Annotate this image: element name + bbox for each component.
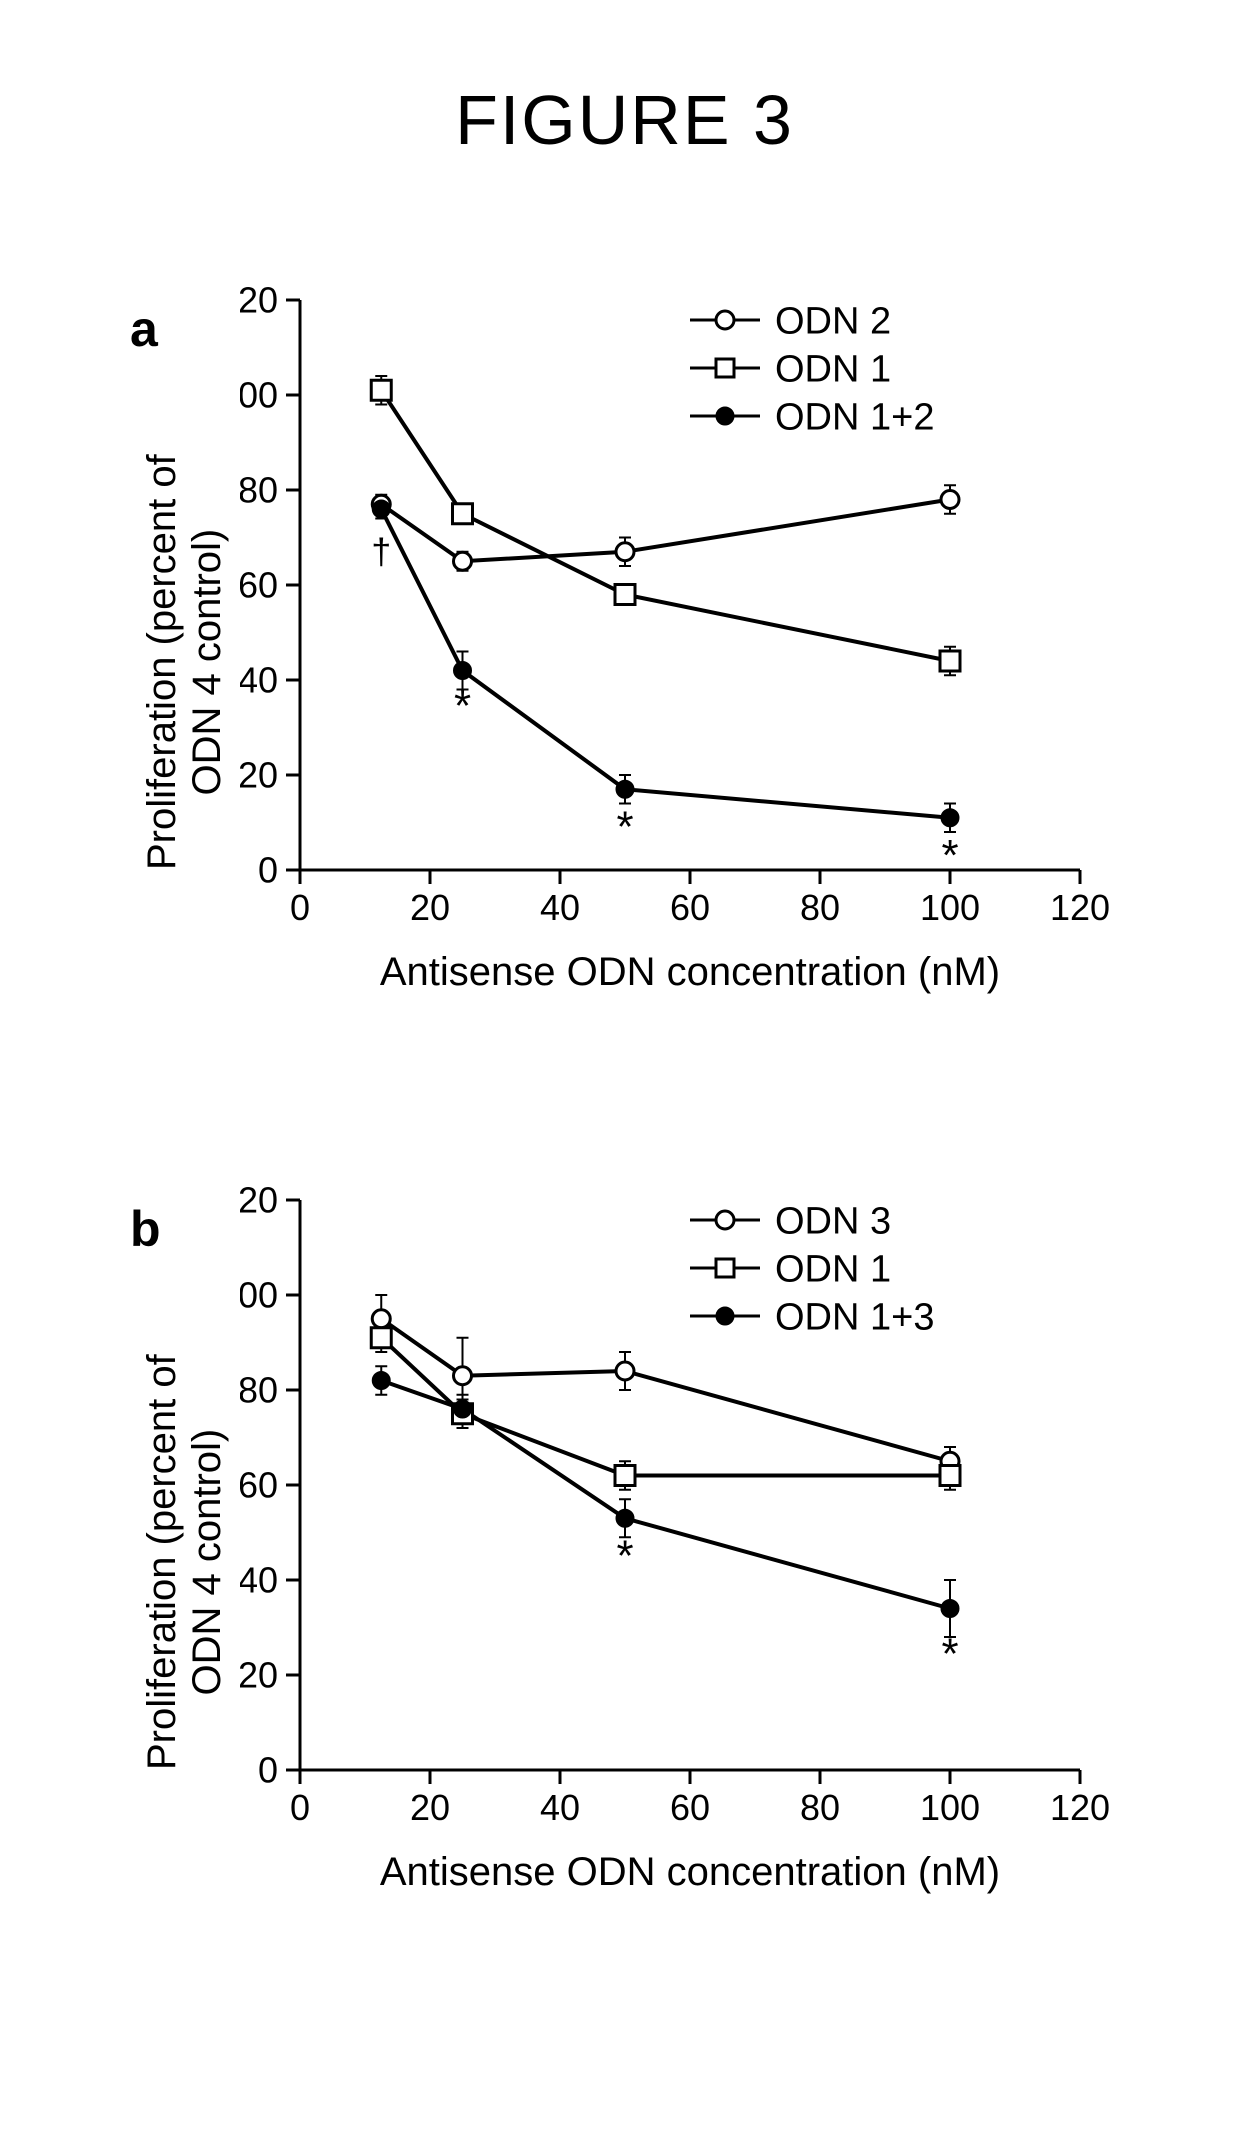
panel-a-ylabel-line2: ODN 4 control) [185,454,230,870]
panel-b-xlabel-text: Antisense ODN concentration (nM) [380,1850,1000,1894]
svg-text:100: 100 [920,887,980,928]
panel-b-label-text: b [130,1201,161,1257]
svg-text:80: 80 [240,1370,278,1411]
svg-text:ODN 3: ODN 3 [775,1200,891,1242]
svg-text:ODN 2: ODN 2 [775,300,891,342]
svg-text:*: * [616,1531,633,1580]
panel-a-xlabel-text: Antisense ODN concentration (nM) [380,950,1000,994]
panel-b-ylabel-line1: Proliferation (percent of [140,1354,185,1770]
svg-text:80: 80 [800,1787,840,1828]
svg-text:100: 100 [920,1787,980,1828]
svg-text:20: 20 [410,1787,450,1828]
figure-title: FIGURE 3 [0,80,1249,160]
panel-a-ylabel-line1: Proliferation (percent of [140,454,185,870]
svg-text:ODN 1+2: ODN 1+2 [775,396,934,438]
svg-text:0: 0 [290,1787,310,1828]
svg-text:40: 40 [540,1787,580,1828]
svg-text:ODN 1: ODN 1 [775,1248,891,1290]
svg-text:80: 80 [800,887,840,928]
panel-a-label: a [130,300,158,358]
svg-text:120: 120 [240,280,278,321]
svg-text:60: 60 [670,887,710,928]
svg-text:60: 60 [240,1465,278,1506]
svg-text:20: 20 [240,1655,278,1696]
svg-text:ODN 1+3: ODN 1+3 [775,1296,934,1338]
panel-a-xlabel: Antisense ODN concentration (nM) [300,950,1080,995]
panel-a-chart: 0 20 40 60 80 100 120 0 20 40 60 80 100 120 † * * * ODN 2 O… [240,240,1140,930]
svg-text:*: * [941,831,958,880]
svg-text:120: 120 [240,1180,278,1221]
svg-text:60: 60 [240,565,278,606]
svg-text:*: * [454,682,471,731]
panel-b-chart: 0 20 40 60 80 100 120 0 20 40 60 80 100 120 * * ODN 3 ODN… [240,1140,1140,1830]
svg-text:40: 40 [540,887,580,928]
svg-text:40: 40 [240,1560,278,1601]
figure-title-text: FIGURE 3 [455,81,794,159]
panel-b-ylabel-line2: ODN 4 control) [185,1354,230,1770]
svg-text:*: * [941,1630,958,1679]
svg-text:20: 20 [410,887,450,928]
svg-text:0: 0 [290,887,310,928]
svg-text:120: 120 [1050,887,1110,928]
svg-text:80: 80 [240,470,278,511]
svg-text:100: 100 [240,375,278,416]
svg-text:40: 40 [240,660,278,701]
svg-text:100: 100 [240,1275,278,1316]
svg-text:†: † [371,531,391,572]
panel-a-label-text: a [130,301,158,357]
svg-text:0: 0 [258,1750,278,1791]
svg-text:60: 60 [670,1787,710,1828]
panel-b-ylabel: Proliferation (percent of ODN 4 control) [140,1354,230,1770]
svg-text:*: * [616,802,633,851]
panel-a-ylabel: Proliferation (percent of ODN 4 control) [140,454,230,870]
panel-b-label: b [130,1200,161,1258]
panel-b-xlabel: Antisense ODN concentration (nM) [300,1850,1080,1895]
svg-text:120: 120 [1050,1787,1110,1828]
svg-text:ODN 1: ODN 1 [775,348,891,390]
svg-text:20: 20 [240,755,278,796]
svg-text:0: 0 [258,850,278,891]
